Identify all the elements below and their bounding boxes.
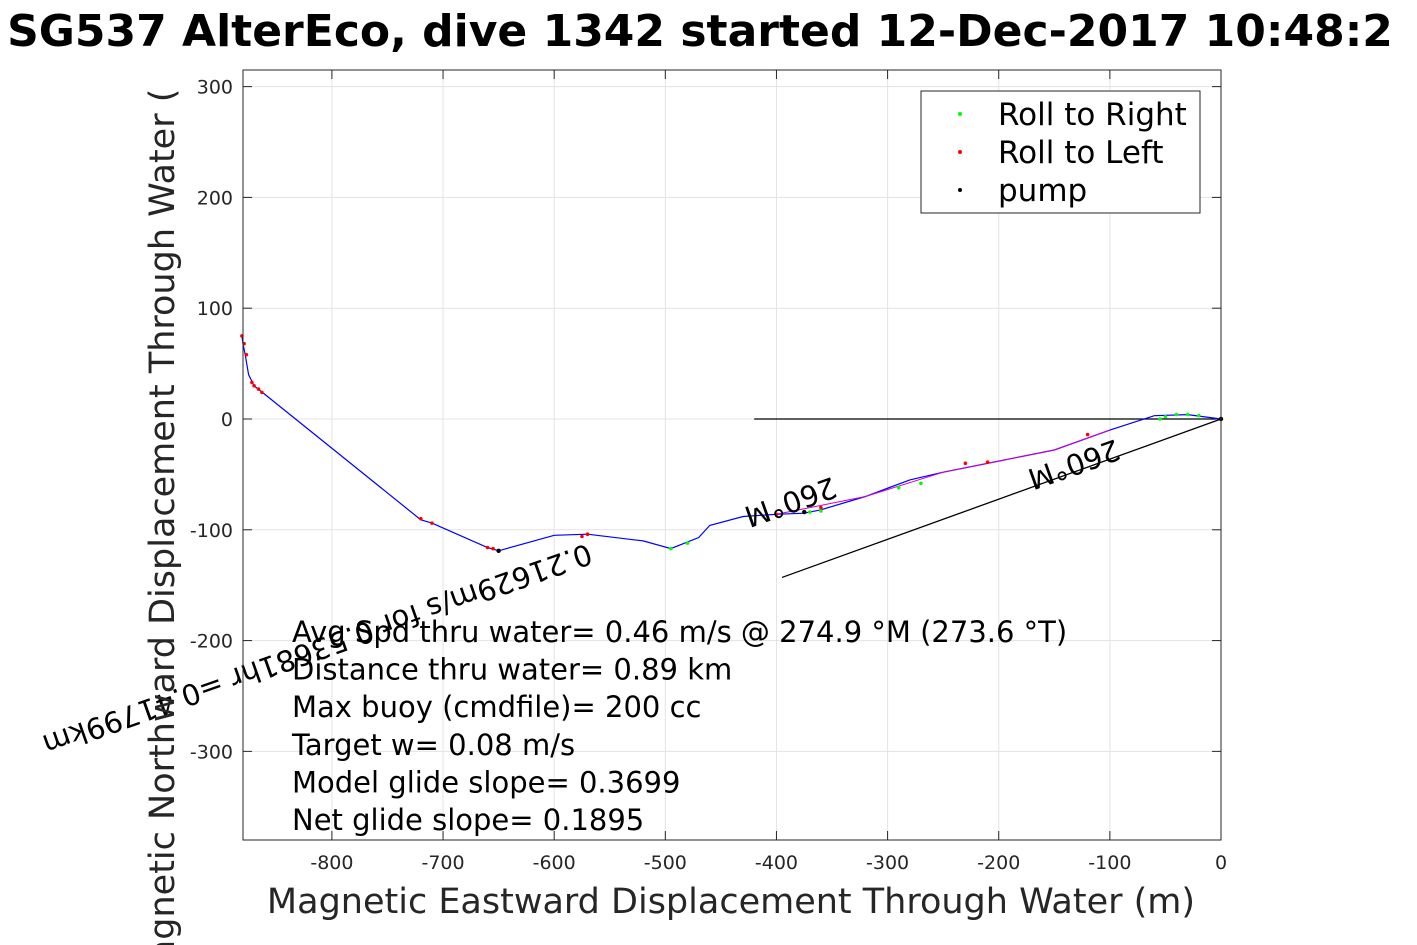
point-roll-to-left <box>256 387 261 391</box>
y-tick-label: 200 <box>197 187 233 209</box>
stats-line: Max buoy (cmdfile)= 200 cc <box>292 690 701 724</box>
point-roll-to-right <box>669 546 673 551</box>
axes-border <box>242 69 1222 841</box>
point-roll-to-left <box>774 512 779 517</box>
point-roll-to-left <box>963 461 968 466</box>
point-roll-to-left <box>491 546 495 551</box>
track-segment-magenta <box>776 429 1111 515</box>
point-roll-to-left <box>260 390 264 395</box>
point-roll-to-right <box>896 485 901 490</box>
point-roll-to-right <box>1174 412 1179 417</box>
point-roll-to-left <box>419 516 423 521</box>
point-roll-to-left <box>250 380 254 385</box>
legend-label-roll-to-left: Roll to Left <box>998 135 1164 171</box>
point-roll-to-left <box>252 383 256 388</box>
legend-marker-roll-to-right <box>958 112 962 116</box>
point-roll-to-left <box>985 460 990 465</box>
point-roll-to-left <box>485 545 490 550</box>
stats-line: Avg Spd thru water= 0.46 m/s @ 274.9 °M … <box>292 615 1067 649</box>
point-roll-to-right <box>1185 412 1190 417</box>
y-axis-label: Magnetic Northward Displacement Through … <box>143 89 183 945</box>
y-tick-label: 100 <box>197 298 233 320</box>
legend-label-pump: pump <box>998 173 1087 209</box>
x-tick-label: -600 <box>533 852 576 874</box>
point-roll-to-right <box>685 541 690 545</box>
point-pump <box>496 548 501 554</box>
stats-line: Model glide slope= 0.3699 <box>292 765 680 799</box>
x-tick-label: -300 <box>866 852 909 874</box>
point-roll-to-left <box>1085 432 1090 437</box>
point-roll-to-left <box>819 505 823 510</box>
point-roll-to-left <box>580 534 584 539</box>
point-roll-to-right <box>1158 417 1162 421</box>
point-roll-to-right <box>1196 413 1201 418</box>
y-tick-label: 0 <box>221 409 233 431</box>
x-tick-label: -800 <box>310 852 353 874</box>
y-tick-label: 300 <box>197 77 233 99</box>
point-pump <box>802 509 807 515</box>
point-roll-to-right <box>919 481 923 486</box>
point-roll-to-left <box>244 352 249 357</box>
x-tick-label: -100 <box>1088 852 1131 874</box>
point-roll-to-left <box>430 521 434 525</box>
stats-line: Distance thru water= 0.89 km <box>292 653 732 687</box>
legend-label-roll-to-right: Roll to Right <box>998 97 1187 133</box>
point-roll-to-right <box>1163 414 1168 419</box>
y-tick-label: -200 <box>190 631 233 653</box>
chart-title: SG537 AlterEco, dive 1342 started 12-Dec… <box>7 6 1393 57</box>
x-tick-label: -500 <box>644 852 687 874</box>
stats-line: Net glide slope= 0.1895 <box>292 803 644 837</box>
x-tick-label: -200 <box>977 852 1020 874</box>
x-tick-label: 0 <box>1215 852 1227 874</box>
legend-marker-pump <box>958 188 962 192</box>
legend-box <box>920 90 1201 214</box>
x-tick-label: -400 <box>755 852 798 874</box>
x-tick-label: -700 <box>421 852 464 874</box>
y-tick-label: -300 <box>190 741 233 763</box>
point-roll-to-right <box>807 510 812 514</box>
stats-line: Target w= 0.08 m/s <box>291 728 575 762</box>
point-roll-to-left <box>585 532 590 537</box>
stats-text-block: Avg Spd thru water= 0.46 m/s @ 274.9 °M … <box>291 615 1067 837</box>
point-roll-to-right <box>819 509 823 513</box>
legend-marker-roll-to-left <box>958 150 962 154</box>
x-axis-label: Magnetic Eastward Displacement Through W… <box>267 882 1195 922</box>
y-tick-label: -100 <box>190 520 233 542</box>
heading-reference-line <box>781 418 1222 579</box>
